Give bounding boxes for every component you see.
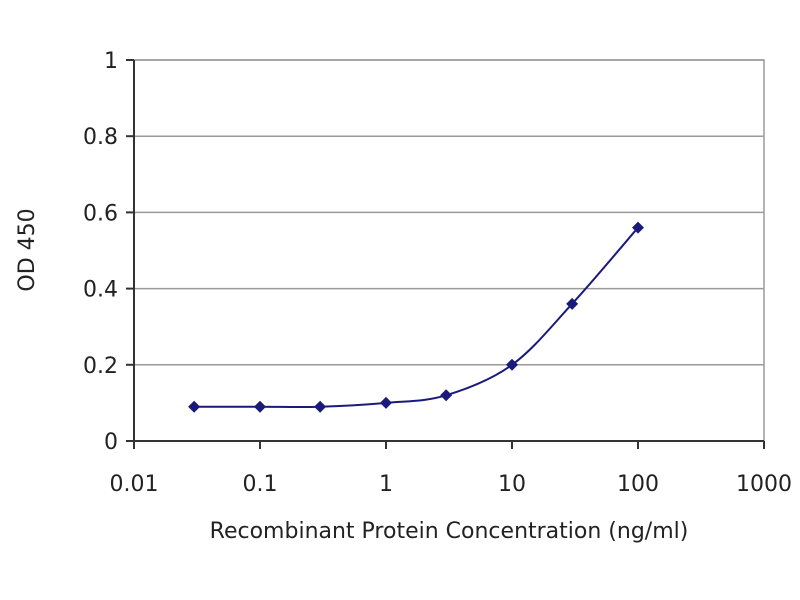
plot-area: [133, 59, 765, 442]
x-tick-label-2: 1: [379, 472, 393, 497]
y-tick-label-3: 0.6: [83, 201, 118, 226]
x-tick-label-0: 0.01: [110, 472, 159, 497]
data-point-0-4: [440, 389, 453, 402]
data-point-0-3: [380, 396, 392, 409]
y-ticks: 0 0.2 0.4 0.6 0.8 1: [83, 49, 134, 455]
y-axis-title: OD 450: [15, 208, 40, 291]
x-tick-label-4: 100: [617, 472, 659, 497]
data-point-0-0: [188, 400, 201, 413]
x-tick-label-1: 0.1: [243, 472, 278, 497]
x-ticks: 0.01 0.1 1 10 100 1000: [110, 441, 792, 497]
data-point-0-6: [566, 297, 579, 310]
x-axis-title: Recombinant Protein Concentration (ng/ml…: [210, 519, 689, 544]
y-tick-label-1: 0.2: [83, 354, 118, 379]
x-tick-label-5: 1000: [736, 472, 792, 497]
y-tick-label-5: 1: [104, 49, 118, 74]
series-group: [188, 221, 644, 413]
y-tick-label-0: 0: [104, 430, 118, 455]
x-tick-label-3: 10: [498, 472, 526, 497]
data-point-0-2: [314, 400, 327, 413]
y-tick-label-2: 0.4: [83, 278, 118, 303]
data-point-0-7: [632, 221, 644, 234]
data-point-0-5: [506, 358, 518, 371]
y-tick-label-4: 0.8: [83, 125, 118, 150]
grid-lines: [134, 59, 764, 366]
data-point-0-1: [254, 400, 266, 413]
